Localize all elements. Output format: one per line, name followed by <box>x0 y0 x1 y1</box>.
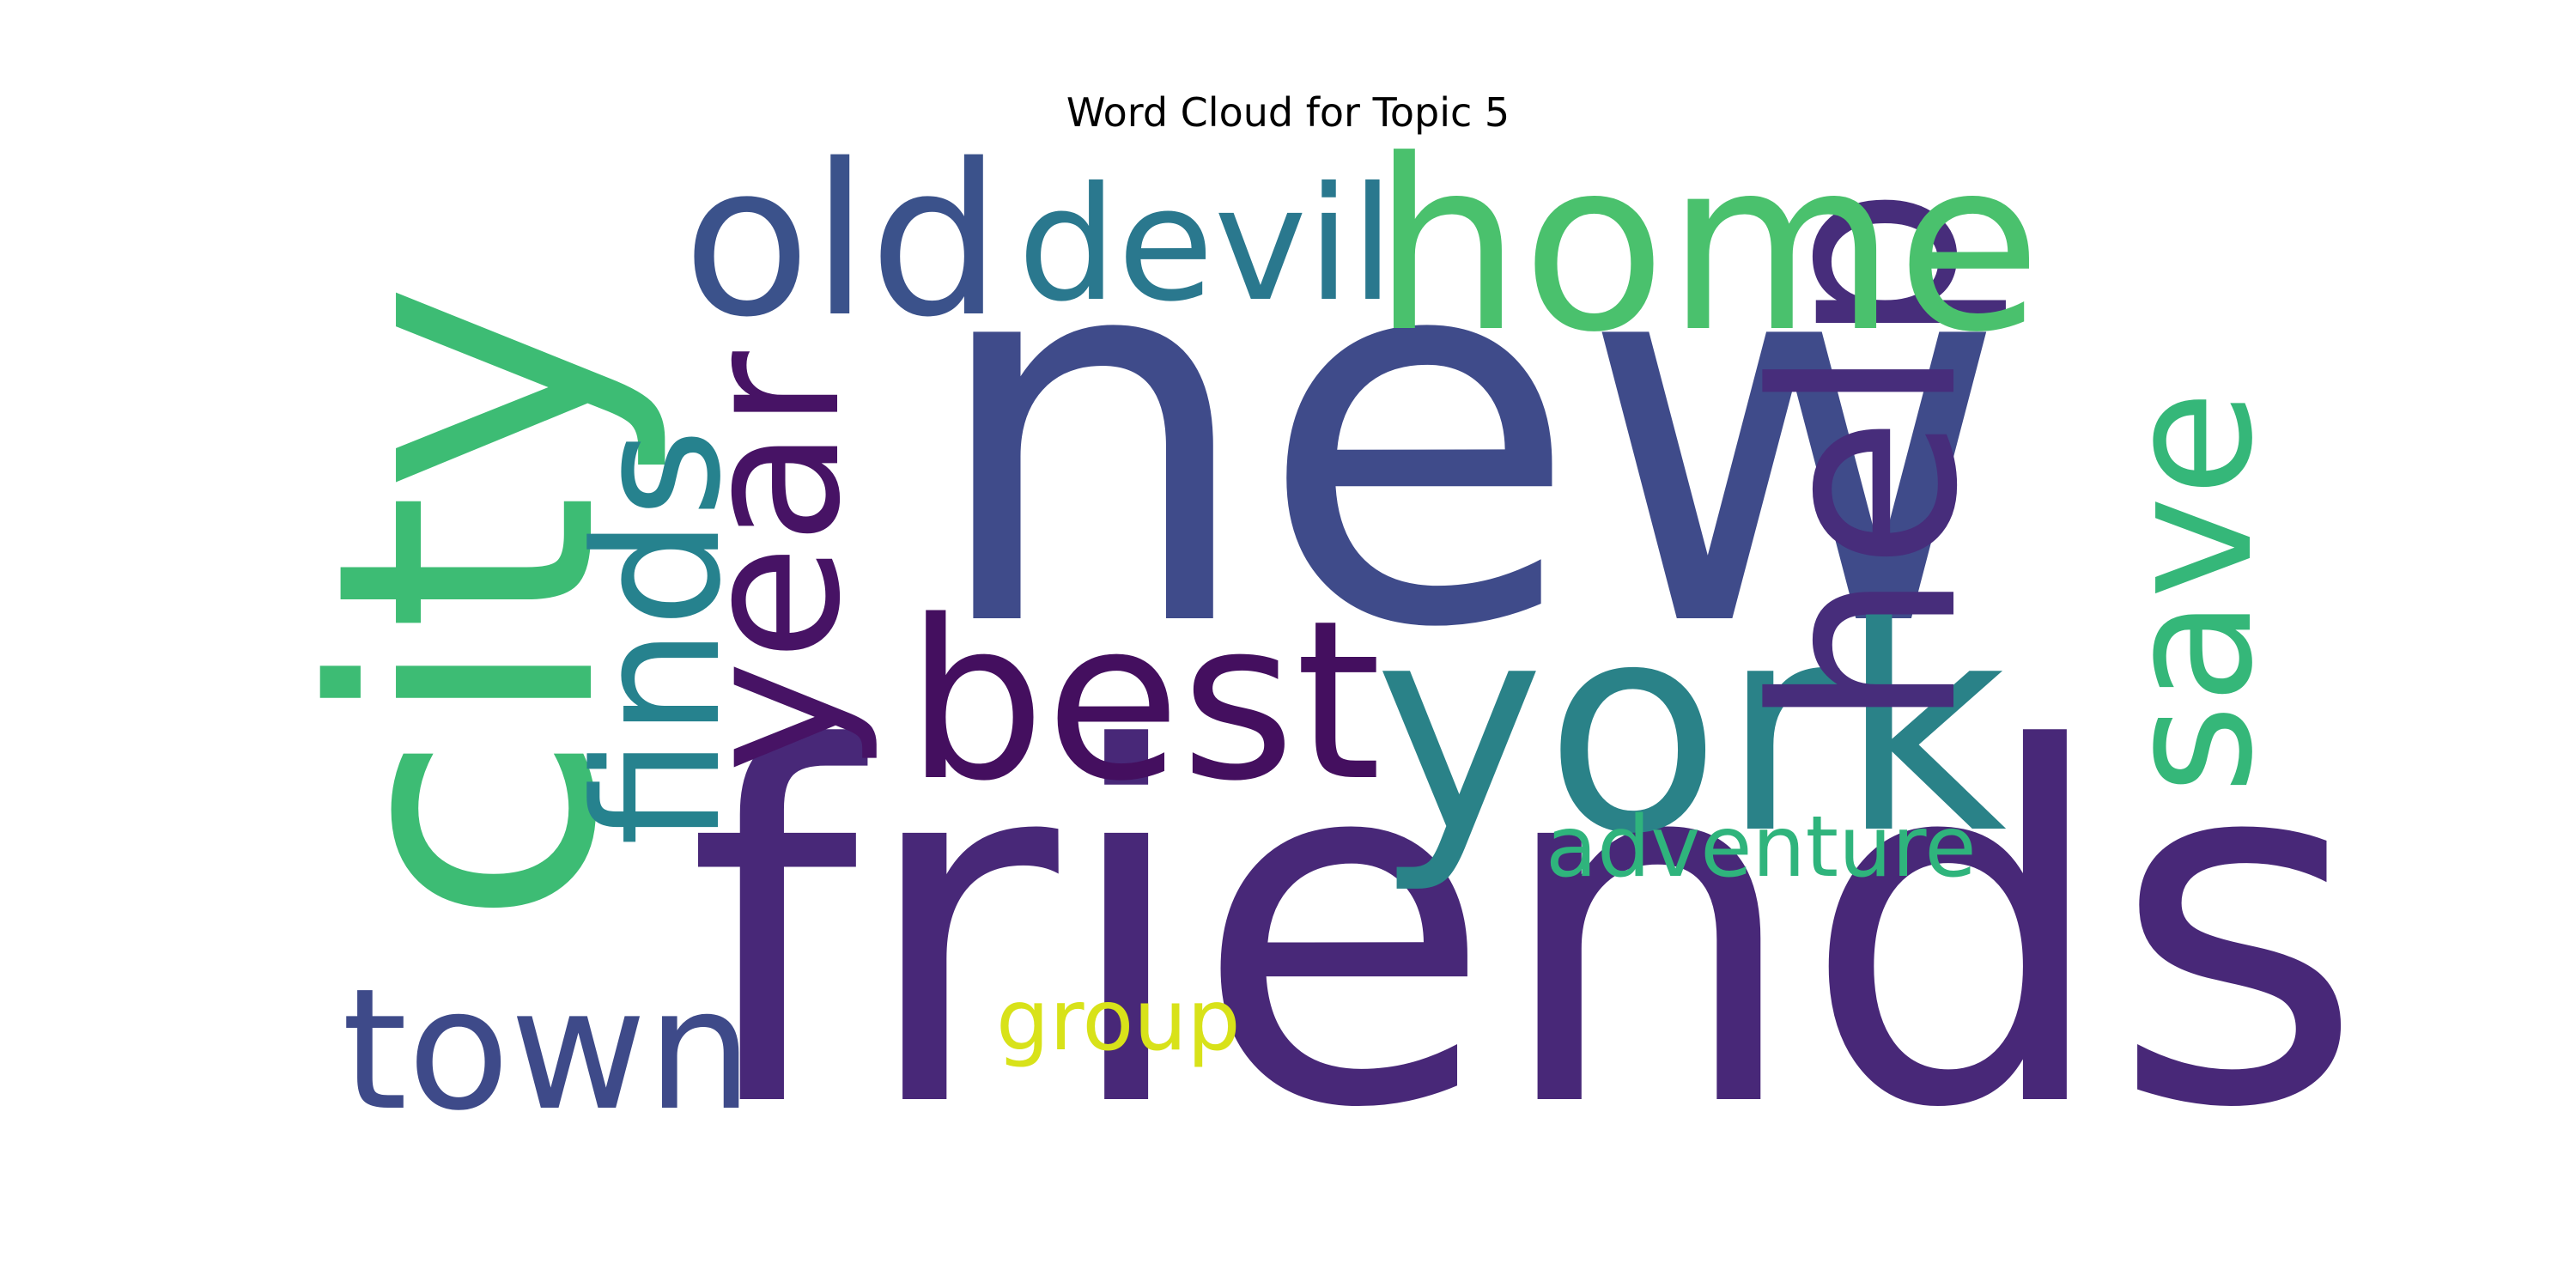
word-old: old <box>683 119 1002 363</box>
word-finds: finds <box>558 428 759 846</box>
word-york: york <box>1374 562 2007 897</box>
word-new: new <box>926 132 2008 742</box>
word-group: group <box>996 972 1241 1070</box>
chart-title: Word Cloud for Topic 5 <box>1066 89 1510 136</box>
word-year: year <box>662 351 882 773</box>
word-friends: friends <box>687 647 2365 1214</box>
word-adventure: adventure <box>1546 799 1977 896</box>
word-city: city <box>260 282 675 927</box>
word-home: home <box>1372 109 2042 384</box>
word-best: best <box>906 574 1382 829</box>
word-save: save <box>2090 390 2291 794</box>
word-devil: devil <box>1018 154 1394 337</box>
word-town: town <box>342 952 753 1147</box>
word-help: help <box>1721 186 2014 730</box>
